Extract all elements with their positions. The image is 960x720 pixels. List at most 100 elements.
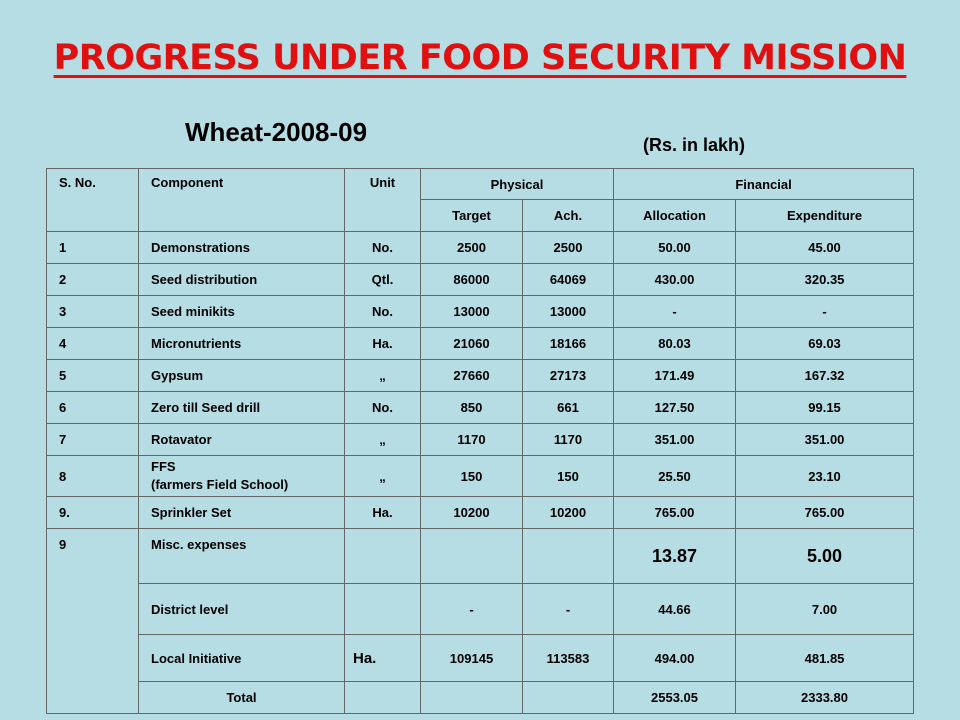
- cell-expenditure: 481.85: [735, 634, 915, 682]
- header-component: Component: [138, 168, 345, 232]
- cell-sno: 8: [46, 455, 139, 497]
- header-sno: S. No.: [46, 168, 139, 232]
- cell-unit: Ha.: [344, 634, 421, 682]
- cell-target: [420, 528, 523, 584]
- cell-sno: 7: [46, 423, 139, 456]
- cell-ach: [521, 681, 615, 714]
- cell-allocation: 50.00: [613, 231, 737, 264]
- cell-ach: 1170: [521, 423, 615, 456]
- cell-expenditure: 167.32: [735, 359, 915, 392]
- cell-sno: 6: [46, 391, 139, 424]
- cell-expenditure: 7.00: [735, 583, 915, 635]
- cell-component: Seed distribution: [138, 263, 345, 296]
- header-ach: Ach.: [521, 199, 615, 232]
- cell-unit: „: [344, 455, 421, 497]
- cell-ach: 150: [521, 455, 615, 497]
- cell-allocation: 430.00: [613, 263, 737, 296]
- cell-allocation: 2553.05: [613, 681, 737, 714]
- table-row: 1 Demonstrations No. 2500 2500 50.00 45.…: [46, 231, 915, 264]
- cell-target: 10200: [420, 496, 523, 529]
- cell-unit: [344, 528, 421, 584]
- cell-ach: 13000: [521, 295, 615, 328]
- cell-allocation: 127.50: [613, 391, 737, 424]
- cell-component: Rotavator: [138, 423, 345, 456]
- header-target: Target: [420, 199, 523, 232]
- cell-component: Local Initiative: [138, 634, 345, 682]
- cell-target: [420, 681, 523, 714]
- subheader-row: Target Ach. Allocation Expenditure: [47, 199, 915, 232]
- table-row-total: Total 2553.05 2333.80: [47, 681, 915, 714]
- cell-expenditure: 2333.80: [735, 681, 915, 714]
- cell-component: FFS (farmers Field School): [138, 455, 345, 497]
- cell-target: 850: [420, 391, 523, 424]
- cell-sno: 9: [46, 528, 139, 714]
- cell-ach: 661: [521, 391, 615, 424]
- cell-expenditure: 23.10: [735, 455, 915, 497]
- cell-unit: Ha.: [344, 496, 421, 529]
- cell-allocation: -: [613, 295, 737, 328]
- cell-allocation: 351.00: [613, 423, 737, 456]
- table-row-local: Local Initiative Ha. 109145 113583 494.0…: [47, 634, 915, 682]
- cell-ach: [521, 528, 615, 584]
- cell-target: 109145: [420, 634, 523, 682]
- component-ffs-full: (farmers Field School): [151, 477, 289, 492]
- cell-unit: No.: [344, 295, 421, 328]
- cell-unit: Ha.: [344, 327, 421, 360]
- units-note: (Rs. in lakh): [643, 135, 746, 155]
- cell-target: 150: [420, 455, 523, 497]
- progress-table: S. No. Component Unit Physical Financial…: [46, 168, 915, 714]
- cell-component: Zero till Seed drill: [138, 391, 345, 424]
- table-row: 7 Rotavator „ 1170 1170 351.00 351.00: [46, 423, 915, 456]
- table-row-misc: 9 Misc. expenses 13.87 5.00: [46, 528, 915, 714]
- cell-sno: 5: [46, 359, 139, 392]
- cell-target: 13000: [420, 295, 523, 328]
- cell-expenditure: 765.00: [735, 496, 915, 529]
- cell-expenditure: 5.00: [735, 528, 915, 584]
- table-row: 4 Micronutrients Ha. 21060 18166 80.03 6…: [46, 327, 915, 360]
- table-row: 5 Gypsum „ 27660 27173 171.49 167.32: [46, 359, 915, 392]
- cell-unit: „: [344, 359, 421, 392]
- cell-target: 86000: [420, 263, 523, 296]
- cell-allocation: 171.49: [613, 359, 737, 392]
- cell-component: Seed minikits: [138, 295, 345, 328]
- cell-component: District level: [138, 583, 345, 635]
- cell-component: Gypsum: [138, 359, 345, 392]
- header-expenditure: Expenditure: [735, 199, 915, 232]
- table-row: 6 Zero till Seed drill No. 850 661 127.5…: [46, 391, 915, 424]
- cell-target: 2500: [420, 231, 523, 264]
- cell-allocation: 44.66: [613, 583, 737, 635]
- cell-component: Demonstrations: [138, 231, 345, 264]
- cell-expenditure: 320.35: [735, 263, 915, 296]
- cell-ach: 10200: [521, 496, 615, 529]
- cell-unit: [344, 583, 421, 635]
- cell-expenditure: 69.03: [735, 327, 915, 360]
- cell-unit: No.: [344, 231, 421, 264]
- cell-allocation: 765.00: [613, 496, 737, 529]
- header-financial: Financial: [613, 168, 915, 200]
- cell-unit: [344, 681, 421, 714]
- cell-component: Total: [138, 681, 345, 714]
- cell-ach: 113583: [521, 634, 615, 682]
- cell-sno: 1: [46, 231, 139, 264]
- table-row: 2 Seed distribution Qtl. 86000 64069 430…: [46, 263, 915, 296]
- cell-target: 1170: [420, 423, 523, 456]
- cell-target: -: [420, 583, 523, 635]
- header-unit: Unit: [344, 168, 421, 232]
- component-ffs: FFS: [151, 459, 176, 474]
- cell-sno: 2: [46, 263, 139, 296]
- cell-component: Micronutrients: [138, 327, 345, 360]
- cell-expenditure: 351.00: [735, 423, 915, 456]
- cell-component: Misc. expenses: [138, 528, 345, 584]
- table-row-district: District level - - 44.66 7.00: [47, 583, 915, 635]
- cell-expenditure: 99.15: [735, 391, 915, 424]
- cell-expenditure: -: [735, 295, 915, 328]
- cell-target: 27660: [420, 359, 523, 392]
- cell-ach: 2500: [521, 231, 615, 264]
- cell-allocation: 494.00: [613, 634, 737, 682]
- cell-ach: -: [521, 583, 615, 635]
- cell-sno: 4: [46, 327, 139, 360]
- page-title: PROGRESS UNDER FOOD SECURITY MISSION: [53, 38, 907, 78]
- cell-sno: 9.: [46, 496, 139, 529]
- cell-allocation: 13.87: [613, 528, 737, 584]
- cell-sno: 3: [46, 295, 139, 328]
